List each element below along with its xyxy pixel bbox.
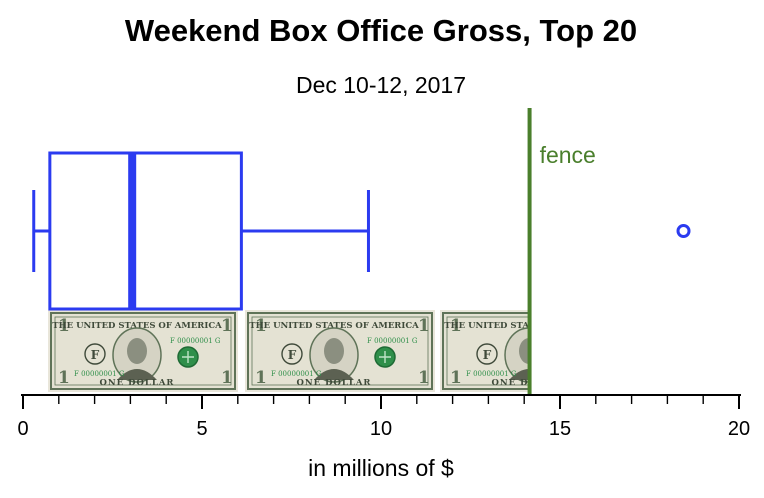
bill-treasury-seal-mark bbox=[379, 351, 391, 363]
bill-serial-number: F 00000001 G bbox=[562, 337, 613, 345]
bill-portrait-bust bbox=[314, 369, 354, 380]
outlier-point bbox=[676, 224, 691, 238]
bill-inner-border bbox=[54, 316, 232, 386]
bill-denomination: 1 bbox=[613, 316, 625, 336]
fence-group: fence bbox=[527, 108, 596, 395]
bill-serial-number: F 00000001 G bbox=[367, 337, 418, 345]
bill-top-text: THE UNITED STATES OF AMERICA bbox=[52, 321, 222, 331]
boxplot-group bbox=[32, 151, 691, 311]
bill-district-letter: F bbox=[91, 348, 100, 362]
bill-bottom-text: ONE DOLLAR bbox=[492, 378, 567, 388]
bill-reserve-seal bbox=[84, 343, 106, 365]
bill-treasury-seal-mark bbox=[182, 351, 194, 363]
bill-serial-number: F 00000001 G bbox=[170, 337, 221, 345]
bill-portrait-head bbox=[324, 338, 344, 364]
bill-denomination: 1 bbox=[255, 316, 267, 336]
x-tick-label: 15 bbox=[549, 418, 571, 440]
fence-label: fence bbox=[540, 142, 596, 168]
bill-reserve-seal bbox=[476, 343, 498, 365]
bill-denomination: 1 bbox=[58, 316, 70, 336]
bill-district-letter: F bbox=[288, 348, 297, 362]
bill-denomination: 1 bbox=[450, 316, 462, 336]
bill-serial-number: F 00000001 G bbox=[466, 370, 517, 378]
bill-treasury-seal-mark bbox=[574, 351, 586, 363]
bill-portrait-bust bbox=[509, 369, 530, 380]
bill-bottom-text: ONE DOLLAR bbox=[297, 378, 372, 388]
x-tick-label: 0 bbox=[17, 418, 28, 440]
bill-denomination: 1 bbox=[221, 316, 233, 336]
x-tick-label: 20 bbox=[728, 418, 750, 440]
bill-inner-border bbox=[446, 316, 530, 386]
bill-denomination: 1 bbox=[255, 368, 267, 388]
bill-inner-border bbox=[251, 316, 429, 386]
chart-title: Weekend Box Office Gross, Top 20 bbox=[125, 13, 637, 48]
bill-portrait-head bbox=[127, 338, 147, 364]
bill-portrait-bust bbox=[117, 369, 157, 380]
bill-reserve-seal bbox=[281, 343, 303, 365]
bill-serial-number: F 00000001 G bbox=[271, 370, 322, 378]
bill-top-text: THE UNITED STATES OF AMERICA bbox=[249, 321, 419, 331]
x-axis-title: in millions of $ bbox=[308, 455, 454, 481]
bill-portrait-head bbox=[519, 338, 530, 364]
bill-denomination: 1 bbox=[418, 316, 430, 336]
bill-serial-number: F 00000001 G bbox=[74, 370, 125, 378]
bill-denomination: 1 bbox=[418, 368, 430, 388]
x-tick-label: 5 bbox=[196, 418, 207, 440]
bill-denomination: 1 bbox=[613, 368, 625, 388]
iqr-box bbox=[48, 151, 243, 311]
bill-denomination: 1 bbox=[450, 368, 462, 388]
x-tick-label: 10 bbox=[370, 418, 392, 440]
bill-top-text: THE UNITED STATES OF AMERICA bbox=[444, 321, 614, 331]
bill-denomination: 1 bbox=[221, 368, 233, 388]
bill-treasury-seal bbox=[570, 347, 590, 367]
x-axis: 0 5 10 15 20 bbox=[17, 394, 750, 440]
chart-subtitle: Dec 10-12, 2017 bbox=[296, 72, 466, 98]
bill-district-letter: F bbox=[483, 348, 492, 362]
bill-bottom-text: ONE DOLLAR bbox=[100, 378, 175, 388]
bill-denomination: 1 bbox=[58, 368, 70, 388]
